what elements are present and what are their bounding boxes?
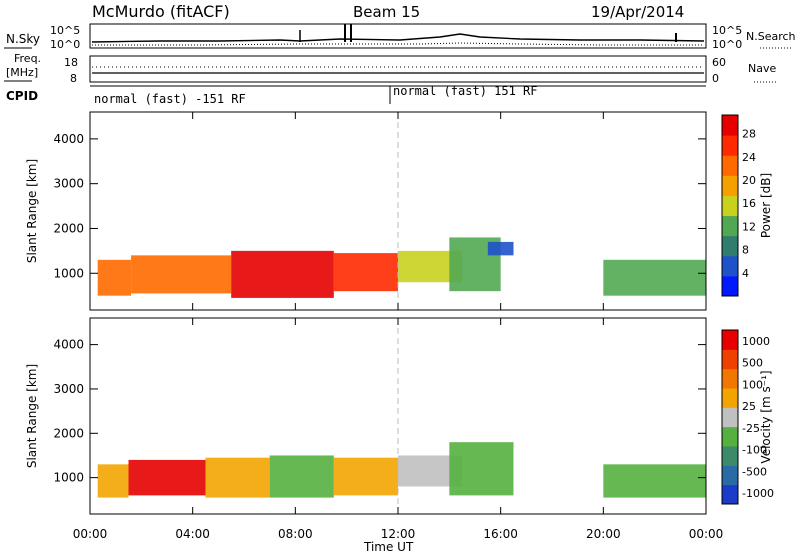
colorbar-swatch xyxy=(722,426,738,447)
colorbar-tick-label: 20 xyxy=(742,174,756,187)
colorbar-swatch xyxy=(722,155,738,176)
colorbar-swatch xyxy=(722,215,738,237)
x-axis-label: Time UT xyxy=(363,540,414,554)
colorbar-swatch xyxy=(722,484,738,505)
x-tick-label: 00:00 xyxy=(689,527,724,541)
freq-label-2: [MHz] xyxy=(6,66,38,79)
noise-tick-bottom-right: 10^0 xyxy=(712,38,742,51)
colorbar-tick-label: -100 xyxy=(742,444,767,457)
colorbar-tick-label: 28 xyxy=(742,128,756,141)
colorbar-swatch xyxy=(722,368,738,389)
colorbar-tick-label: -1000 xyxy=(742,487,774,500)
nave-tick-bottom: 0 xyxy=(712,72,719,85)
colorbar-label: Velocity [m s⁻¹] xyxy=(759,370,773,463)
colorbar-swatch xyxy=(722,275,738,297)
nave-label: Nave xyxy=(748,62,776,75)
y-tick-label: 3000 xyxy=(53,382,84,396)
y-tick-label: 2000 xyxy=(53,221,84,235)
y-tick-label: 2000 xyxy=(53,426,84,440)
data-band xyxy=(97,259,132,296)
colorbar-swatch xyxy=(722,388,738,408)
colorbar-tick-label: 500 xyxy=(742,357,763,370)
noise-panel-frame xyxy=(89,23,707,49)
colorbar-label: Power [dB] xyxy=(759,173,773,238)
colorbar-tick-label: 24 xyxy=(742,151,756,164)
data-band xyxy=(333,253,398,292)
colorbar-swatch xyxy=(722,255,738,277)
colorbar-swatch xyxy=(722,235,738,257)
colorbar-tick-label: 12 xyxy=(742,220,756,233)
data-band xyxy=(333,457,398,496)
cpid-segment-2: normal (fast) 151 RF xyxy=(393,84,538,98)
colorbar-tick-label: 25 xyxy=(742,400,756,413)
data-band xyxy=(487,241,514,256)
freq-label-1: Freq. xyxy=(14,52,41,65)
colorbar-swatch xyxy=(722,115,738,136)
y-tick-label: 4000 xyxy=(53,338,84,352)
colorbar-swatch xyxy=(722,407,738,428)
freq-panel-frame xyxy=(89,55,707,83)
freq-tick-top: 18 xyxy=(64,56,78,69)
colorbar-swatch xyxy=(722,175,738,196)
colorbar-swatch xyxy=(722,195,738,217)
noise-tick-bottom-left: 10^0 xyxy=(50,38,80,51)
data-band xyxy=(205,457,270,498)
colorbar-swatch xyxy=(722,349,738,370)
y-tick-label: 1000 xyxy=(53,266,84,280)
colorbar-tick-label: 100 xyxy=(742,378,763,391)
cpid-label: CPID xyxy=(6,89,38,103)
x-tick-label: 00:00 xyxy=(73,527,108,541)
colorbar-tick-label: -25 xyxy=(742,422,760,435)
colorbar-swatch xyxy=(722,446,738,466)
x-tick-label: 20:00 xyxy=(586,527,621,541)
noise-search-line xyxy=(92,42,704,46)
noise-left-label: N.Sky xyxy=(6,32,40,46)
station-title: McMurdo (fitACF) xyxy=(92,2,230,21)
data-band xyxy=(231,250,334,298)
y-tick-label: 4000 xyxy=(53,132,84,146)
colorbar-swatch xyxy=(722,135,738,156)
data-band xyxy=(97,464,129,498)
date-title: 19/Apr/2014 xyxy=(591,3,684,21)
x-tick-label: 08:00 xyxy=(278,527,313,541)
y-axis-label: Slant Range [km] xyxy=(25,159,39,263)
colorbar-tick-label: 4 xyxy=(742,267,749,280)
y-axis-label: Slant Range [km] xyxy=(25,364,39,468)
data-band xyxy=(131,255,232,294)
data-band xyxy=(128,459,206,496)
colorbar-tick-label: 1000 xyxy=(742,335,770,348)
colorbar-tick-label: 8 xyxy=(742,244,749,257)
data-band xyxy=(269,455,334,498)
cpid-segment-1: normal (fast) -151 RF xyxy=(94,92,246,106)
colorbar-tick-label: 16 xyxy=(742,197,756,210)
colorbar-swatch xyxy=(722,465,738,486)
y-tick-label: 1000 xyxy=(53,471,84,485)
data-band xyxy=(603,464,706,498)
colorbar-swatch xyxy=(722,330,738,350)
velocity-panel: 1000 2000 3000 4000 Slant Range [km] 00:00 04:… xyxy=(25,317,774,541)
y-tick-label: 3000 xyxy=(53,177,84,191)
beam-title: Beam 15 xyxy=(353,3,420,21)
data-band xyxy=(603,259,706,296)
noise-right-label: N.Search xyxy=(746,30,796,43)
power-panel: 1000 2000 3000 4000 Slant Range [km] 4 8 12 16 20… xyxy=(25,111,773,311)
freq-tick-bottom: 8 xyxy=(70,72,77,85)
colorbar-tick-label: -500 xyxy=(742,465,767,478)
data-band xyxy=(449,442,514,496)
noise-tick-top-right: 10^5 xyxy=(712,24,742,37)
x-tick-label: 16:00 xyxy=(483,527,518,541)
colorbar-frame xyxy=(721,114,739,297)
colorbar-frame xyxy=(721,329,739,505)
x-tick-label: 04:00 xyxy=(175,527,210,541)
noise-tick-top-left: 10^5 xyxy=(50,24,80,37)
nave-tick-top: 60 xyxy=(712,56,726,69)
noise-sky-line xyxy=(91,33,705,43)
x-tick-label: 12:00 xyxy=(381,527,416,541)
